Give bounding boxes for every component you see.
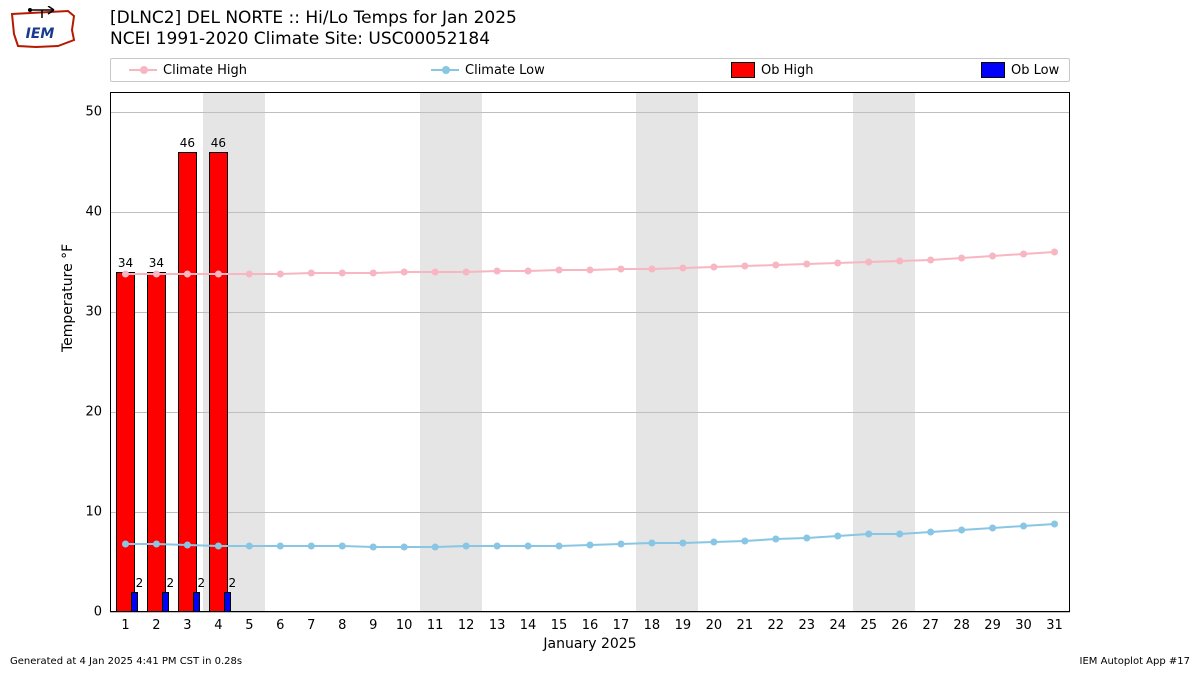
legend-box-icon [731, 62, 755, 78]
x-tick-label: 2 [152, 612, 160, 633]
legend-label: Ob High [761, 63, 814, 78]
x-tick-label: 25 [860, 612, 877, 633]
logo-text: IEM [26, 26, 55, 42]
iem-logo: IEM [8, 6, 80, 56]
legend-label: Climate Low [465, 63, 545, 78]
legend-entry: Climate High [129, 63, 247, 78]
x-tick-label: 3 [183, 612, 191, 633]
title-line-2: NCEI 1991-2020 Climate Site: USC00052184 [110, 29, 517, 50]
y-tick-label: 20 [85, 405, 110, 420]
x-tick-label: 5 [245, 612, 253, 633]
plot-border-top [110, 92, 1070, 612]
x-tick-label: 7 [307, 612, 315, 633]
legend-line-icon [129, 69, 157, 71]
x-axis-label: January 2025 [110, 636, 1070, 652]
plot-area: 0102030405012345678910111213141516171819… [110, 92, 1070, 612]
y-tick-label: 10 [85, 505, 110, 520]
footer-app: IEM Autoplot App #17 [1080, 656, 1190, 667]
x-tick-label: 18 [644, 612, 661, 633]
x-tick-label: 10 [396, 612, 413, 633]
footer-generated: Generated at 4 Jan 2025 4:41 PM CST in 0… [10, 656, 242, 667]
x-tick-label: 1 [121, 612, 129, 633]
x-tick-label: 31 [1046, 612, 1063, 633]
legend-label: Climate High [163, 63, 247, 78]
x-tick-label: 16 [582, 612, 599, 633]
x-tick-label: 9 [369, 612, 377, 633]
x-tick-label: 11 [427, 612, 444, 633]
x-tick-label: 17 [613, 612, 630, 633]
x-tick-label: 24 [829, 612, 846, 633]
x-tick-label: 29 [984, 612, 1001, 633]
legend-label: Ob Low [1011, 63, 1059, 78]
y-tick-label: 50 [85, 105, 110, 120]
x-tick-label: 20 [706, 612, 723, 633]
legend: Climate High Climate Low Ob High Ob Low [110, 58, 1070, 82]
x-tick-label: 8 [338, 612, 346, 633]
x-tick-label: 30 [1015, 612, 1032, 633]
x-tick-label: 21 [737, 612, 754, 633]
title-line-1: [DLNC2] DEL NORTE :: Hi/Lo Temps for Jan… [110, 8, 517, 29]
legend-box-icon [981, 62, 1005, 78]
x-tick-label: 13 [489, 612, 506, 633]
chart-title: [DLNC2] DEL NORTE :: Hi/Lo Temps for Jan… [110, 8, 517, 51]
y-tick-label: 40 [85, 205, 110, 220]
x-tick-label: 14 [520, 612, 537, 633]
x-tick-label: 15 [551, 612, 568, 633]
legend-entry: Ob Low [981, 62, 1059, 78]
x-tick-label: 6 [276, 612, 284, 633]
legend-entry: Climate Low [431, 63, 545, 78]
x-tick-label: 26 [891, 612, 908, 633]
x-tick-label: 4 [214, 612, 222, 633]
y-axis-label: Temperature °F [60, 244, 76, 352]
y-tick-label: 0 [94, 605, 110, 620]
y-tick-label: 30 [85, 305, 110, 320]
legend-line-icon [431, 69, 459, 71]
legend-entry: Ob High [731, 62, 814, 78]
x-tick-label: 12 [458, 612, 475, 633]
x-tick-label: 27 [922, 612, 939, 633]
x-tick-label: 28 [953, 612, 970, 633]
x-tick-label: 23 [798, 612, 815, 633]
x-tick-label: 22 [768, 612, 785, 633]
x-tick-label: 19 [675, 612, 692, 633]
